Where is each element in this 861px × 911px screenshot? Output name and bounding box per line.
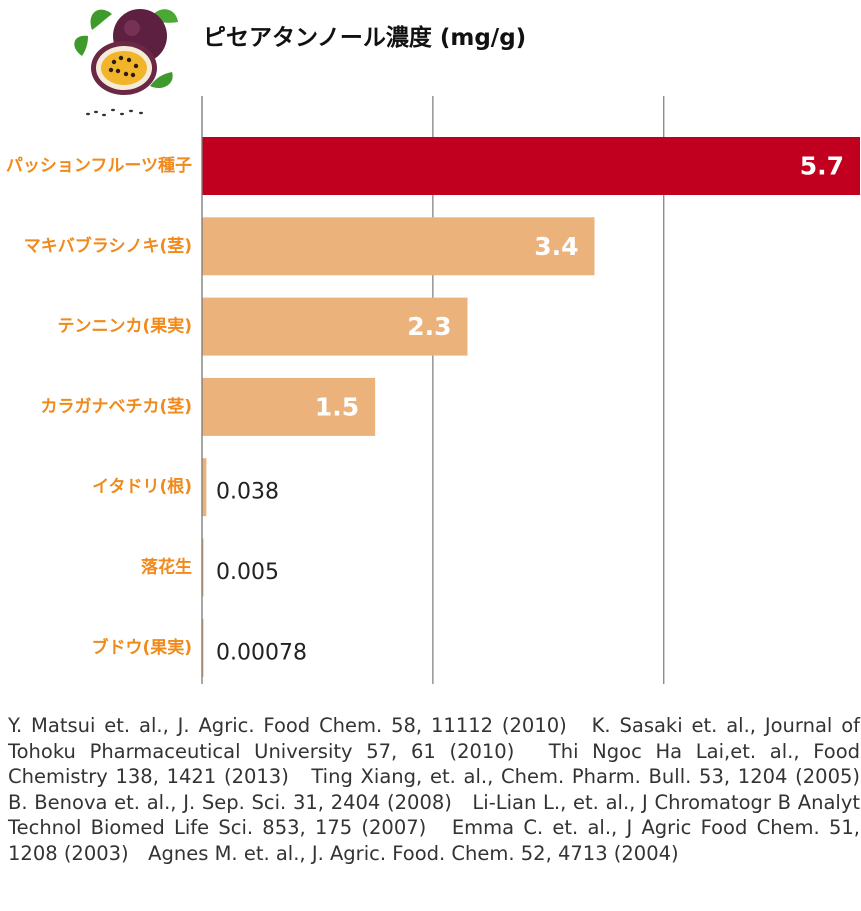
value-label-4: 1.5 <box>315 392 359 421</box>
category-label-7: ブドウ(果実) <box>91 637 192 658</box>
value-label-1: 5.7 <box>800 152 844 181</box>
bar-7 <box>202 618 204 677</box>
value-label-7: 0.00078 <box>216 640 307 665</box>
passion-fruit-icon <box>74 9 178 117</box>
value-label-6: 0.005 <box>216 560 279 585</box>
bar-6 <box>202 538 204 597</box>
category-label-1: パッションフルーツ種子 <box>6 155 192 176</box>
bar-1 <box>202 137 860 195</box>
category-label-5: イタドリ(根) <box>92 476 192 497</box>
value-label-3: 2.3 <box>407 312 451 341</box>
references-text: Y. Matsui et. al., J. Agric. Food Chem. … <box>8 714 861 865</box>
category-label-3: テンニンカ(果実) <box>57 316 192 337</box>
value-label-2: 3.4 <box>534 232 578 261</box>
bar-3 <box>202 297 468 356</box>
bar-2 <box>202 217 595 276</box>
category-label-6: 落花生 <box>141 557 192 578</box>
chart-title: ピセアタンノール濃度 (mg/g) <box>203 25 527 51</box>
bar-5 <box>202 458 207 517</box>
value-label-5: 0.038 <box>216 480 279 505</box>
bar-4 <box>202 377 376 436</box>
category-label-4: カラガナベチカ(茎) <box>40 397 192 417</box>
category-label-2: マキバブラシノキ(茎) <box>24 235 192 256</box>
